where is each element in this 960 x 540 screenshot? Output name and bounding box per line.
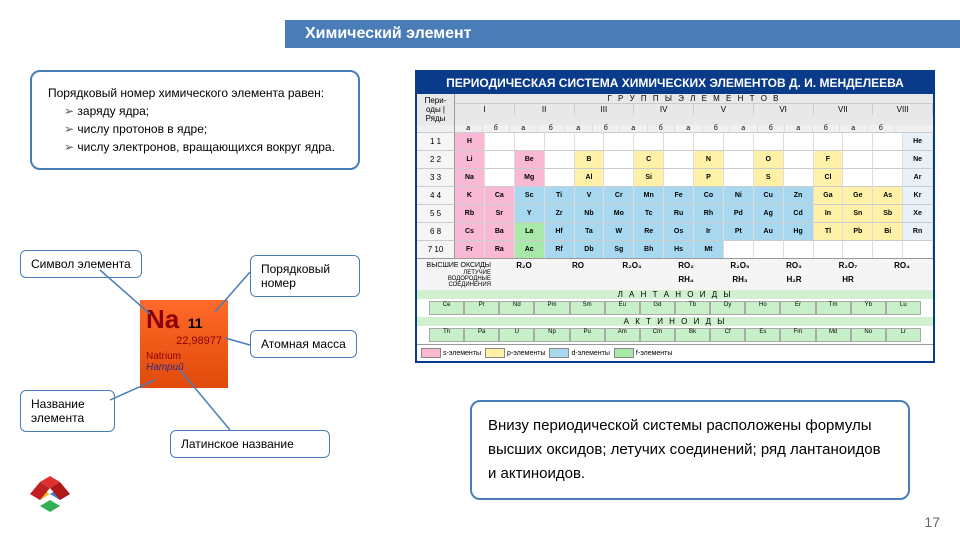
label-number: Порядковый номер (250, 255, 360, 297)
element-mass: 22,98977 (146, 335, 222, 347)
lanthanoids-row: CePrNdPmSmEuGdTbDyHoErTmYbLu (429, 301, 921, 315)
label-mass: Атомная масса (250, 330, 357, 358)
ptable-oxides-row: ВЫСШИЕ ОКСИДЫR₂OROR₂O₃RO₂R₂O₅RO₃R₂O₇RO₄ … (417, 258, 933, 290)
actinoids-label: А К Т И Н О И Д Ы (417, 317, 933, 326)
ptable-ab-row: абабабабабабабаб (417, 125, 933, 132)
info-list: заряду ядра; числу протонов в ядре; числ… (48, 102, 342, 156)
footer-note-box: Внизу периодической системы расположены … (470, 400, 910, 500)
hydrides-label: ЛЕТУЧИЕ ВОДОРОДНЫЕ СОЕДИНЕНИЯ (421, 270, 491, 288)
info-item: числу протонов в ядре; (64, 120, 342, 138)
atomic-number-info-box: Порядковый номер химического элемента ра… (30, 70, 360, 170)
footer-note-text: Внизу периодической системы расположены … (488, 417, 881, 482)
element-card-na: Na 11 22,98977 Natrium Натрий (140, 300, 228, 388)
slide-title: Химический элемент (285, 20, 960, 48)
info-item: числу электронов, вращающихся вокруг ядр… (64, 138, 342, 156)
label-name: Название элемента (20, 390, 115, 432)
label-latin: Латинское название (170, 430, 330, 458)
ptable-groups-label: Г Р У П П Ы Э Л Е М Е Н Т О В (455, 94, 933, 104)
ptable-group-header: Пери-оды | Ряды Г Р У П П Ы Э Л Е М Е Н … (417, 94, 933, 125)
element-name: Натрий (146, 362, 222, 373)
ptable-corner: Пери-оды | Ряды (417, 94, 455, 125)
element-symbol: Na (146, 304, 179, 334)
ptable-legend: s-элементыp-элементыd-элементыf-элементы (417, 344, 933, 361)
oxides-label: ВЫСШИЕ ОКСИДЫ (421, 262, 491, 269)
info-lead: Порядковый номер химического элемента ра… (48, 84, 342, 102)
label-symbol: Символ элемента (20, 250, 142, 278)
info-item: заряду ядра; (64, 102, 342, 120)
ptable-body: 1 1HHe2 2LiBeBCNOFNe3 3NaMgAlSiPSClAr4 4… (417, 132, 933, 258)
element-latin: Natrium (146, 351, 222, 362)
lanthanoids-label: Л А Н Т А Н О И Д Ы (417, 290, 933, 299)
cube-logo-icon (20, 470, 80, 530)
element-number: 11 (188, 315, 203, 331)
page-number: 17 (924, 514, 940, 530)
periodic-table: ПЕРИОДИЧЕСКАЯ СИСТЕМА ХИМИЧЕСКИХ ЭЛЕМЕНТ… (415, 70, 935, 363)
actinoids-row: ThPaUNpPuAmCmBkCfEsFmMdNoLr (429, 328, 921, 342)
ptable-title: ПЕРИОДИЧЕСКАЯ СИСТЕМА ХИМИЧЕСКИХ ЭЛЕМЕНТ… (417, 72, 933, 94)
